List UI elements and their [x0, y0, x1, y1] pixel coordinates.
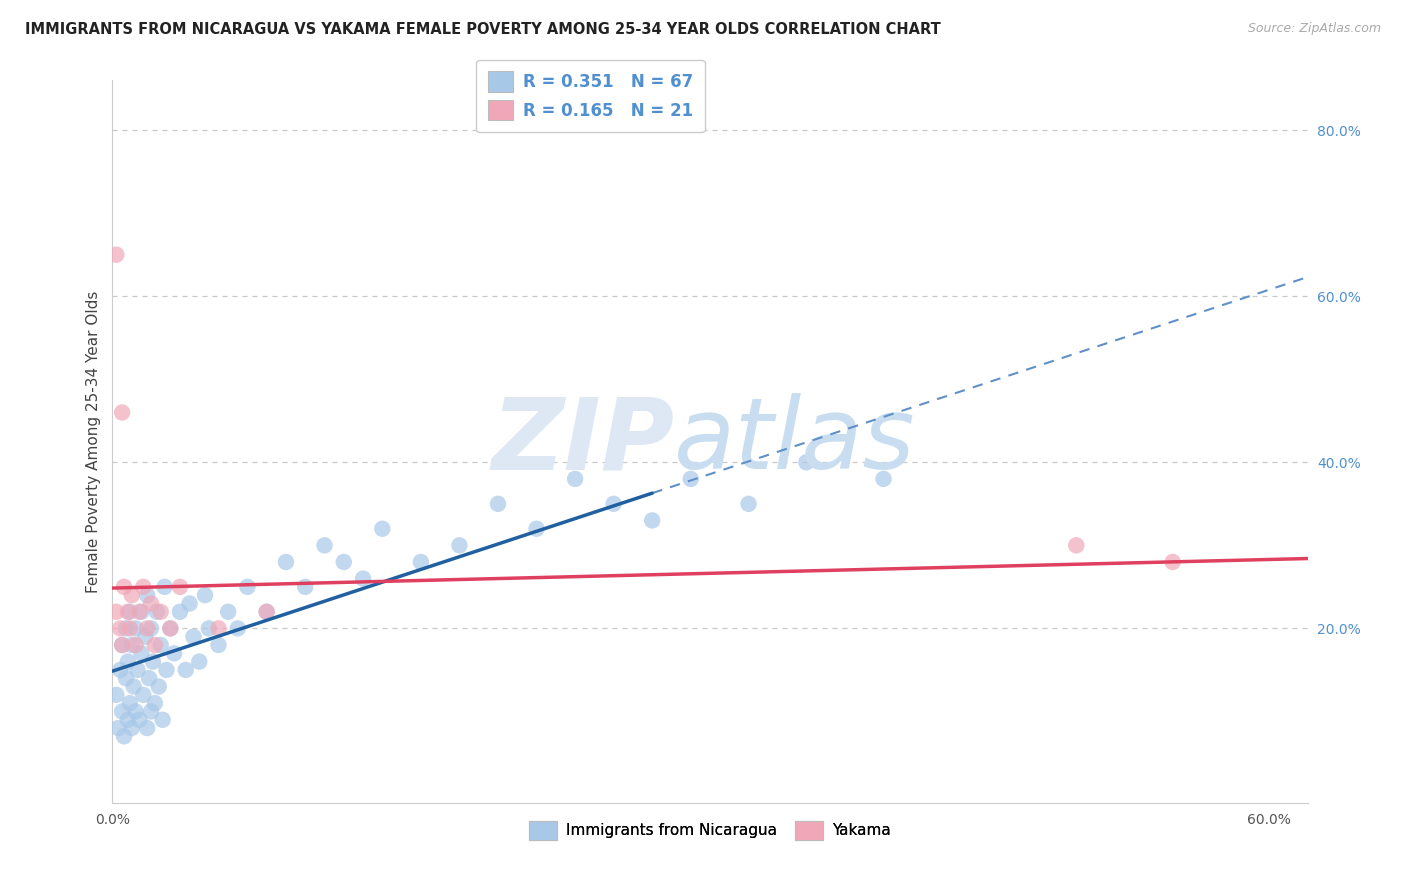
Point: [274, 555, 297, 569]
Point: [136, 721, 159, 735]
Point: [128, 713, 150, 727]
Point: [207, 638, 229, 652]
Point: [194, 588, 217, 602]
Point: [132, 580, 155, 594]
Point: [602, 497, 624, 511]
Point: [115, 621, 138, 635]
Point: [409, 555, 432, 569]
Point: [371, 522, 394, 536]
Point: [108, 621, 131, 635]
Point: [121, 638, 143, 652]
Text: ZIP: ZIP: [491, 393, 675, 490]
Point: [118, 605, 141, 619]
Point: [679, 472, 702, 486]
Point: [217, 605, 239, 619]
Point: [198, 621, 221, 635]
Point: [1064, 538, 1087, 552]
Point: [294, 580, 316, 594]
Point: [159, 621, 181, 635]
Point: [207, 621, 229, 635]
Point: [127, 663, 149, 677]
Point: [183, 630, 205, 644]
Point: [152, 713, 174, 727]
Point: [124, 705, 146, 719]
Text: IMMIGRANTS FROM NICARAGUA VS YAKAMA FEMALE POVERTY AMONG 25-34 YEAR OLDS CORRELA: IMMIGRANTS FROM NICARAGUA VS YAKAMA FEMA…: [25, 22, 941, 37]
Point: [174, 663, 197, 677]
Point: [122, 680, 145, 694]
Point: [139, 597, 162, 611]
Point: [143, 638, 166, 652]
Point: [139, 705, 162, 719]
Point: [486, 497, 509, 511]
Point: [256, 605, 278, 619]
Point: [132, 688, 155, 702]
Point: [153, 580, 176, 594]
Point: [149, 605, 172, 619]
Y-axis label: Female Poverty Among 25-34 Year Olds: Female Poverty Among 25-34 Year Olds: [86, 291, 101, 592]
Point: [105, 605, 128, 619]
Point: [117, 655, 139, 669]
Point: [111, 638, 134, 652]
Point: [105, 248, 128, 262]
Point: [256, 605, 278, 619]
Text: atlas: atlas: [675, 393, 915, 490]
Point: [124, 638, 146, 652]
Point: [155, 663, 177, 677]
Point: [236, 580, 259, 594]
Point: [136, 621, 159, 635]
Point: [111, 705, 134, 719]
Point: [121, 721, 143, 735]
Point: [118, 621, 141, 635]
Point: [333, 555, 356, 569]
Point: [134, 630, 156, 644]
Point: [118, 696, 141, 710]
Point: [737, 497, 759, 511]
Point: [142, 655, 165, 669]
Point: [111, 405, 134, 419]
Point: [107, 721, 129, 735]
Point: [112, 580, 135, 594]
Point: [111, 638, 134, 652]
Point: [105, 688, 128, 702]
Point: [131, 605, 153, 619]
Point: [449, 538, 471, 552]
Legend: Immigrants from Nicaragua, Yakama: Immigrants from Nicaragua, Yakama: [523, 815, 897, 846]
Point: [138, 671, 160, 685]
Point: [179, 597, 201, 611]
Text: Source: ZipAtlas.com: Source: ZipAtlas.com: [1247, 22, 1381, 36]
Point: [159, 621, 181, 635]
Point: [128, 605, 150, 619]
Point: [139, 621, 162, 635]
Point: [169, 580, 191, 594]
Point: [226, 621, 249, 635]
Point: [1161, 555, 1184, 569]
Point: [131, 646, 153, 660]
Point: [188, 655, 211, 669]
Point: [564, 472, 586, 486]
Point: [169, 605, 191, 619]
Point: [526, 522, 548, 536]
Point: [143, 696, 166, 710]
Point: [872, 472, 894, 486]
Point: [641, 513, 664, 527]
Point: [314, 538, 336, 552]
Point: [146, 605, 169, 619]
Point: [115, 671, 138, 685]
Point: [136, 588, 159, 602]
Point: [149, 638, 172, 652]
Point: [352, 572, 374, 586]
Point: [112, 730, 135, 744]
Point: [117, 713, 139, 727]
Point: [121, 588, 143, 602]
Point: [124, 621, 146, 635]
Point: [108, 663, 131, 677]
Point: [163, 646, 186, 660]
Point: [117, 605, 139, 619]
Point: [796, 455, 818, 469]
Point: [148, 680, 170, 694]
